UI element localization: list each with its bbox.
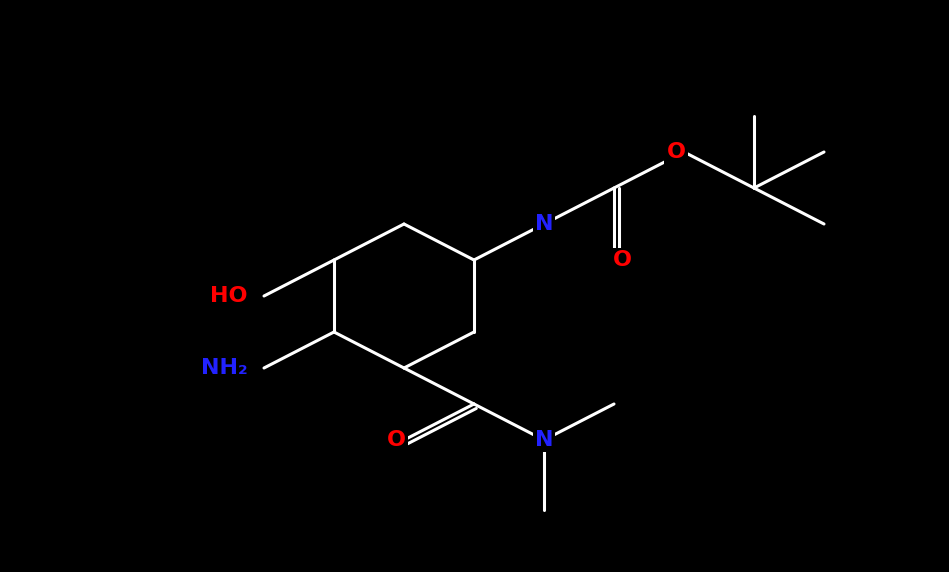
Text: N: N — [534, 214, 553, 234]
Text: O: O — [666, 142, 685, 162]
Text: O: O — [612, 250, 631, 270]
Text: O: O — [386, 430, 405, 450]
Text: NH₂: NH₂ — [201, 358, 248, 378]
Text: HO: HO — [211, 286, 248, 306]
Text: N: N — [534, 430, 553, 450]
